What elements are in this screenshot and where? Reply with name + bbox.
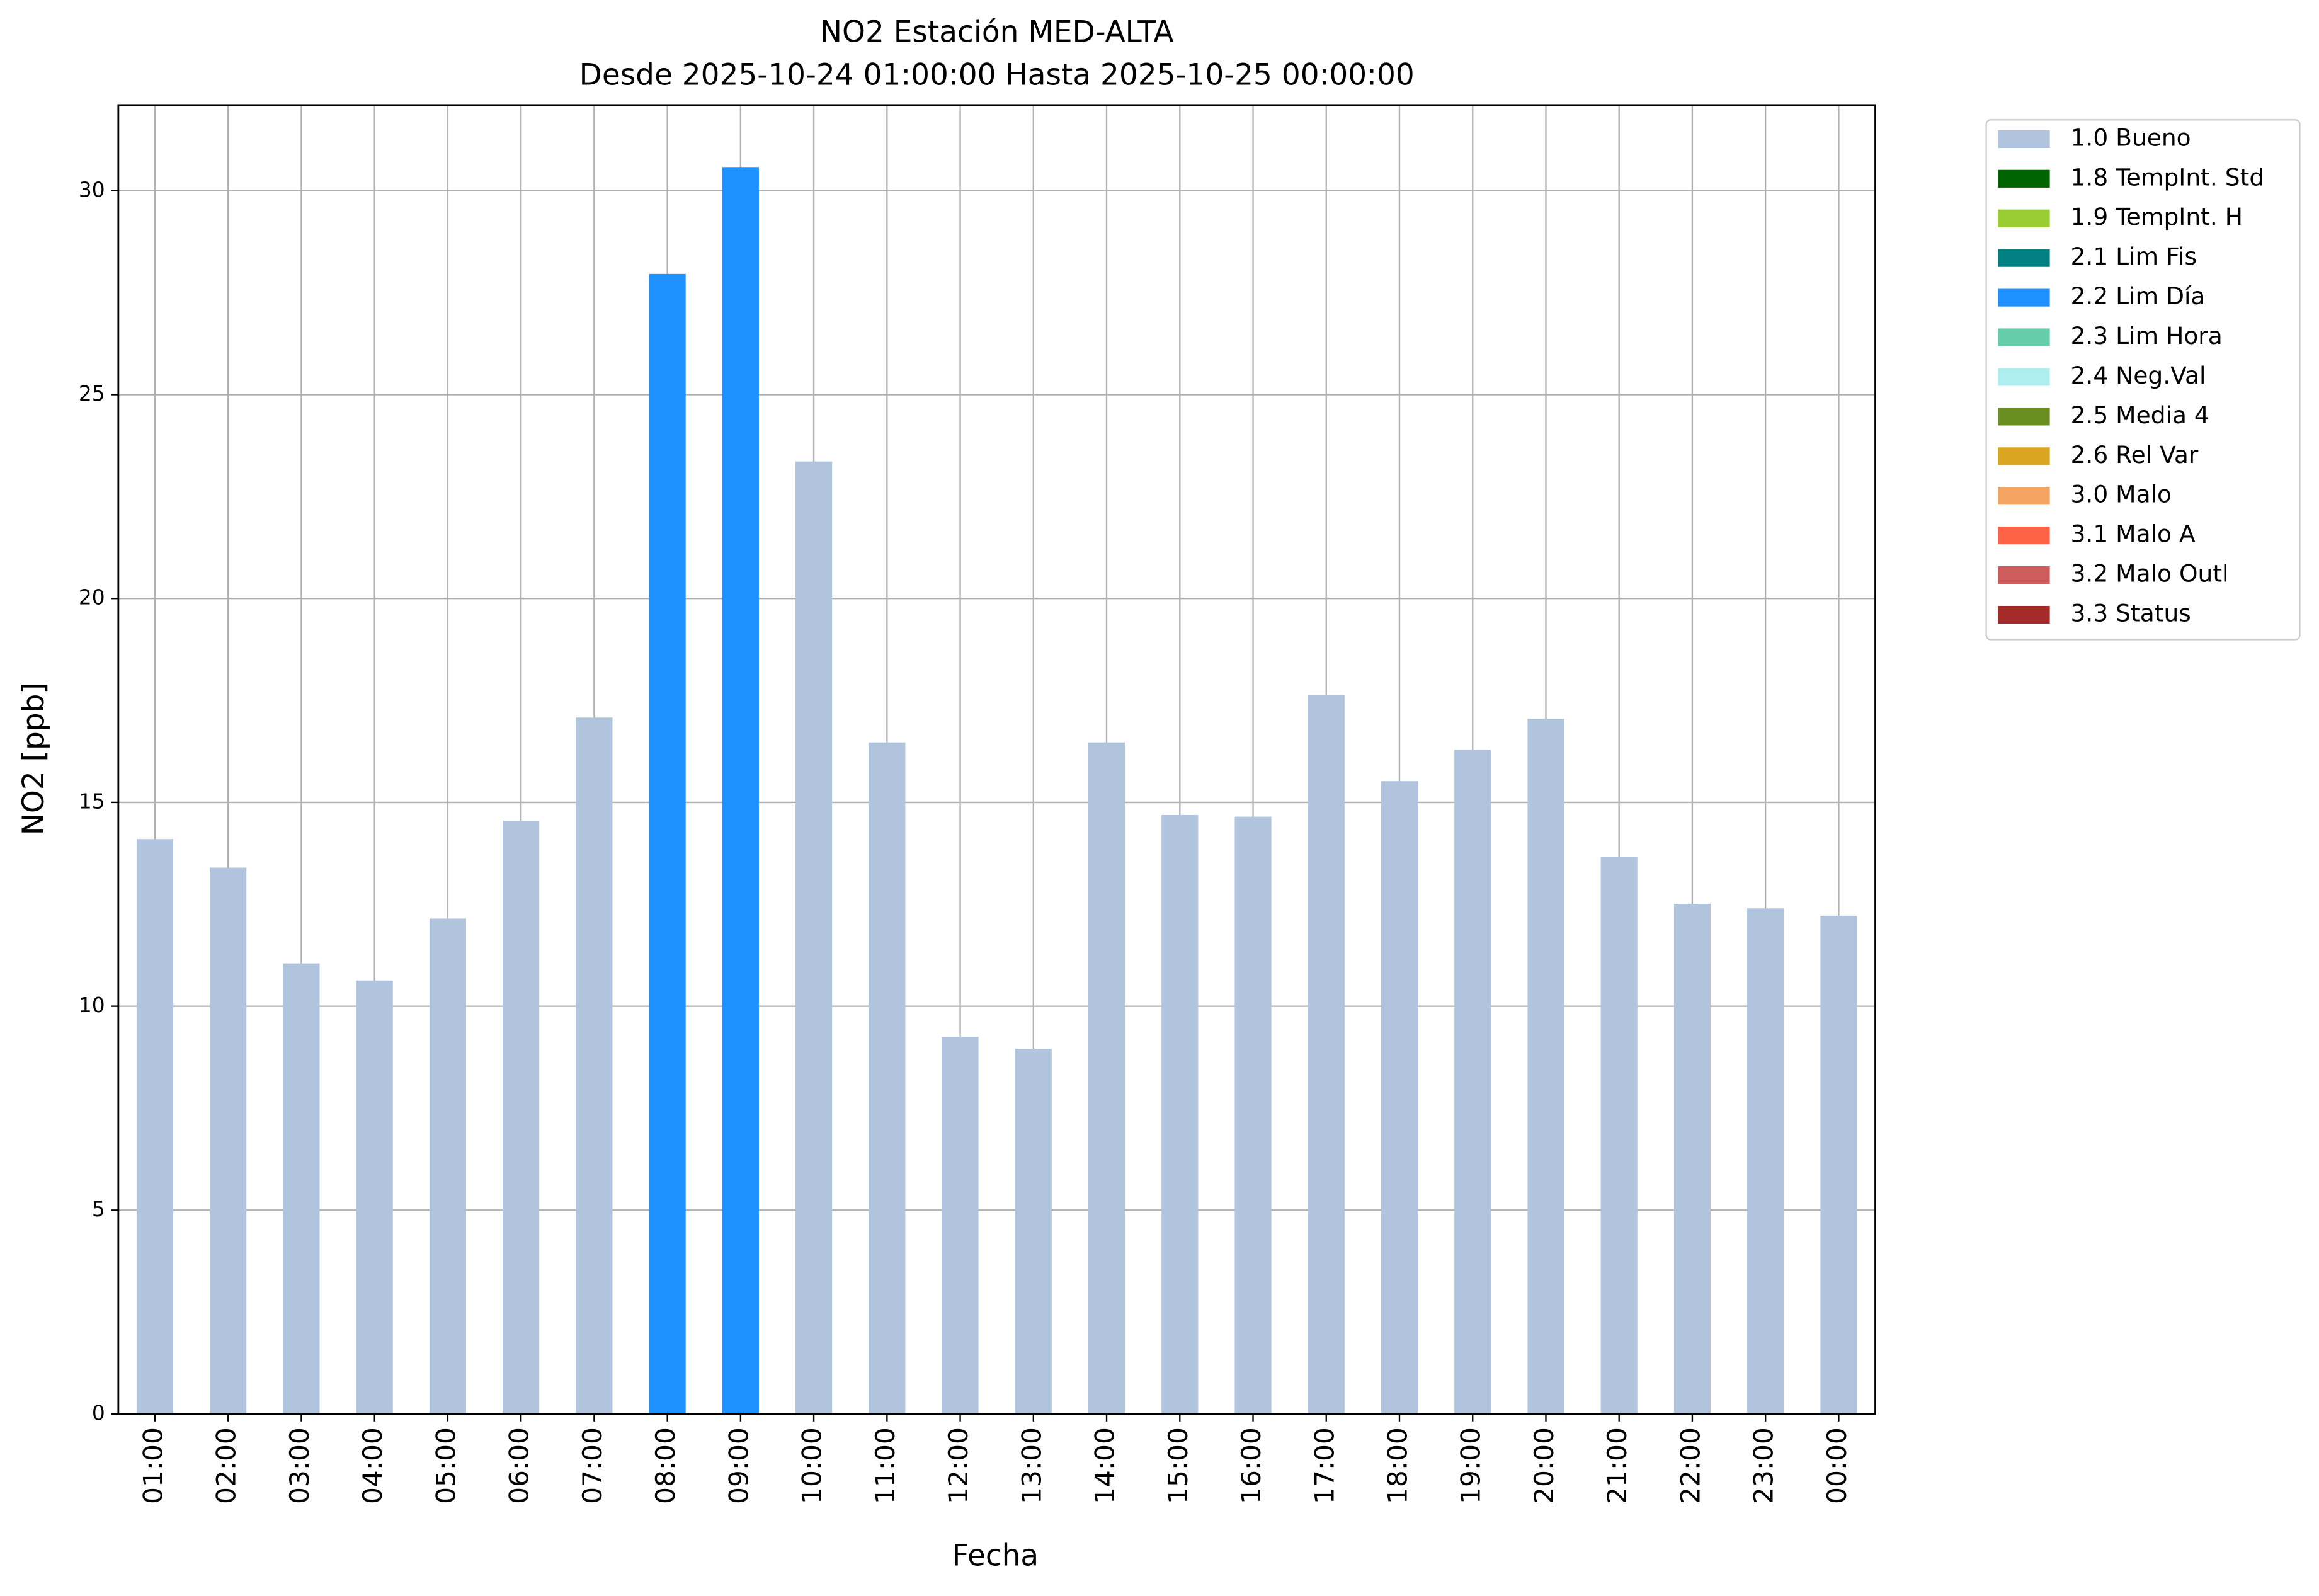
legend-swatch (1998, 249, 2050, 267)
y-axis-label: NO2 [ppb] (16, 682, 51, 835)
plot-frame (117, 104, 1876, 1415)
bar (1381, 781, 1418, 1415)
x-tick-label: 03:00 (284, 1427, 315, 1504)
y-tick-label: 15 (79, 789, 105, 813)
chart-title: NO2 Estación MED-ALTA (820, 15, 1174, 50)
x-axis-label: Fecha (952, 1538, 1039, 1573)
bar (283, 963, 320, 1415)
x-tick-label: 23:00 (1748, 1427, 1779, 1504)
x-tick-label: 00:00 (1821, 1427, 1852, 1504)
legend-swatch (1998, 368, 2050, 386)
bar (1600, 857, 1638, 1415)
legend-label: 1.9 TempInt. H (2071, 203, 2243, 231)
legend-swatch (1998, 130, 2050, 148)
x-tick-label: 17:00 (1309, 1427, 1340, 1504)
bar (1015, 1048, 1052, 1415)
x-tick-label: 11:00 (870, 1427, 901, 1504)
legend-label: 2.1 Lim Fis (2071, 242, 2197, 270)
legend-swatch (1998, 447, 2050, 465)
bar (1747, 908, 1784, 1415)
bar (869, 742, 906, 1415)
legend-label: 2.6 Rel Var (2071, 441, 2199, 469)
bar (1234, 816, 1272, 1415)
x-tick-label: 10:00 (797, 1427, 828, 1504)
bar (356, 980, 393, 1415)
x-tick-label: 02:00 (211, 1427, 242, 1504)
x-tick-label: 19:00 (1456, 1427, 1486, 1504)
x-tick-label: 08:00 (650, 1427, 681, 1504)
x-tick-label: 18:00 (1382, 1427, 1413, 1504)
bar (1161, 814, 1199, 1415)
x-tick-label: 01:00 (137, 1427, 168, 1504)
legend-label: 2.4 Neg.Val (2071, 362, 2206, 389)
x-tick-label: 07:00 (577, 1427, 608, 1504)
legend-label: 3.3 Status (2071, 600, 2191, 627)
chart-subtitle: Desde 2025-10-24 01:00:00 Hasta 2025-10-… (579, 58, 1415, 93)
bar (503, 821, 540, 1415)
bar (136, 839, 174, 1415)
bar (576, 717, 613, 1415)
bar (1673, 904, 1711, 1415)
legend-label: 3.0 Malo (2071, 481, 2172, 508)
legend-swatch (1998, 169, 2050, 188)
bar (942, 1037, 979, 1415)
bar (649, 273, 686, 1415)
legend-label: 1.8 TempInt. Std (2071, 163, 2265, 191)
legend-swatch (1998, 328, 2050, 346)
legend-swatch (1998, 487, 2050, 505)
legend-label: 1.0 Bueno (2071, 123, 2191, 151)
legend-swatch (1998, 527, 2050, 545)
legend-label: 3.2 Malo Outl (2071, 560, 2229, 588)
legend-swatch (1998, 288, 2050, 307)
bar (429, 918, 466, 1415)
bar (1088, 742, 1125, 1415)
legend-label: 2.2 Lim Día (2071, 282, 2206, 310)
bar (210, 867, 247, 1415)
x-tick-label: 13:00 (1016, 1427, 1047, 1504)
x-tick-label: 05:00 (430, 1427, 461, 1504)
bar (1308, 695, 1345, 1415)
y-tick-label: 10 (79, 993, 105, 1017)
legend-label: 2.5 Media 4 (2071, 401, 2209, 429)
x-tick-label: 04:00 (357, 1427, 388, 1504)
legend-swatch (1998, 566, 2050, 584)
x-tick-label: 22:00 (1675, 1427, 1706, 1504)
y-tick-label: 5 (92, 1197, 105, 1221)
y-tick-label: 25 (79, 381, 105, 406)
x-tick-label: 06:00 (504, 1427, 535, 1504)
y-tick-label: 0 (92, 1401, 105, 1425)
x-tick-label: 20:00 (1529, 1427, 1559, 1504)
legend-frame (1985, 119, 2301, 641)
x-tick-label: 12:00 (943, 1427, 974, 1504)
bar (722, 167, 759, 1415)
legend-swatch (1998, 605, 2050, 624)
legend-swatch (1998, 408, 2050, 426)
bar (1527, 719, 1564, 1415)
bar (795, 461, 833, 1415)
bar (1454, 750, 1491, 1415)
x-tick-label: 16:00 (1236, 1427, 1267, 1504)
y-tick-label: 30 (79, 177, 105, 202)
x-tick-label: 21:00 (1602, 1427, 1632, 1504)
legend-label: 2.3 Lim Hora (2071, 322, 2223, 350)
bar (1820, 915, 1857, 1415)
x-tick-label: 14:00 (1090, 1427, 1120, 1504)
x-tick-label: 09:00 (723, 1427, 754, 1504)
x-tick-label: 15:00 (1163, 1427, 1194, 1504)
legend-swatch (1998, 209, 2050, 227)
y-tick-label: 20 (79, 585, 105, 610)
legend-label: 3.1 Malo A (2071, 520, 2196, 548)
